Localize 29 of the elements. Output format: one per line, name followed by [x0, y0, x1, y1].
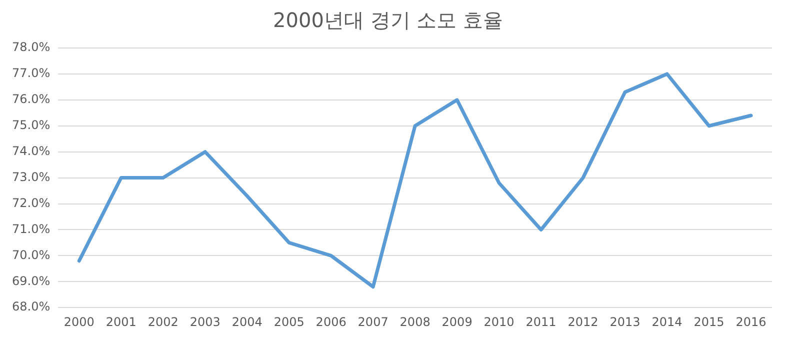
x-tick-label: 2015: [694, 314, 724, 329]
y-tick-label: 70.0%: [12, 248, 50, 262]
x-tick-label: 2003: [190, 314, 220, 329]
x-tick-label: 2002: [148, 314, 178, 329]
y-tick-label: 69.0%: [12, 274, 50, 288]
x-tick-label: 2013: [610, 314, 640, 329]
x-tick-label: 2007: [358, 314, 388, 329]
x-tick-label: 2000: [64, 314, 94, 329]
y-tick-label: 77.0%: [12, 66, 50, 80]
x-tick-label: 2011: [526, 314, 556, 329]
y-tick-label: 78.0%: [12, 40, 50, 54]
x-tick-label: 2008: [400, 314, 430, 329]
y-tick-label: 73.0%: [12, 170, 50, 184]
x-tick-label: 2009: [442, 314, 472, 329]
x-tick-label: 2010: [484, 314, 514, 329]
x-tick-label: 2016: [736, 314, 766, 329]
y-tick-label: 72.0%: [12, 196, 50, 210]
x-tick-label: 2001: [106, 314, 136, 329]
y-tick-label: 75.0%: [12, 118, 50, 132]
x-tick-label: 2005: [274, 314, 304, 329]
y-tick-label: 68.0%: [12, 300, 50, 314]
y-tick-label: 71.0%: [12, 222, 50, 236]
x-tick-label: 2006: [316, 314, 346, 329]
chart-title: 2000년대 경기 소모 효율: [273, 8, 503, 32]
x-tick-label: 2004: [232, 314, 262, 329]
x-tick-label: 2014: [652, 314, 682, 329]
y-tick-label: 76.0%: [12, 92, 50, 106]
x-tick-label: 2012: [568, 314, 598, 329]
y-tick-label: 74.0%: [12, 144, 50, 158]
